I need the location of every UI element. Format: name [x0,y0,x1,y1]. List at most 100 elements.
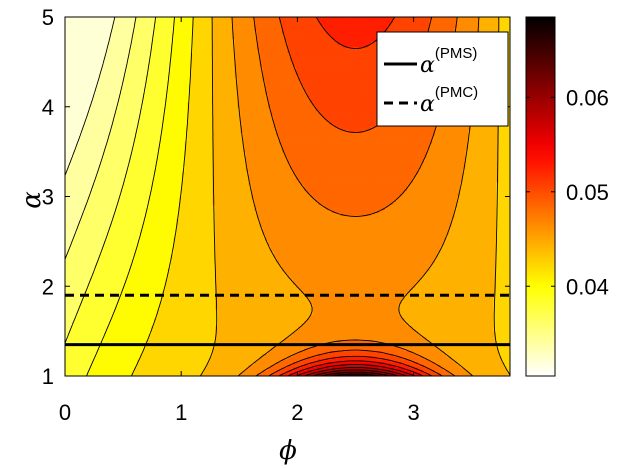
contour-cell [95,295,99,300]
contour-cell [92,326,97,330]
contour-cell [95,63,99,68]
contour-cell [106,232,111,236]
contour-cell [137,262,141,267]
contour-cell [98,69,102,73]
contour-cell [70,47,74,51]
contour-cell [106,102,111,106]
contour-cell [117,135,122,140]
contour-cell [145,132,150,137]
contour-cell [128,370,133,374]
contour-cell [117,28,122,32]
contour-cell [131,351,136,355]
contour-cell [90,119,94,123]
contour-cell [95,36,99,40]
contour-cell [73,130,77,134]
contour-cell [103,340,108,344]
contour-cell [117,202,122,206]
contour-cell [90,370,94,374]
contour-cell [140,215,144,220]
contour-cell [126,22,130,26]
contour-cell [154,155,158,159]
contour-cell [70,119,74,123]
contour-cell [112,74,116,79]
contour-cell [145,229,150,233]
contour-cell [159,284,163,289]
contour-cell [128,108,133,112]
contour-cell [73,83,77,87]
contour-cell [92,345,97,349]
contour-cell [156,152,161,156]
contour-cell [106,362,111,366]
contour-cell [67,171,72,176]
contour-cell [84,265,88,269]
contour-cell [78,74,83,79]
contour-cell [156,282,161,286]
contour-cell [98,177,102,181]
contour-cell [142,348,147,352]
contour-cell [98,226,102,231]
contour-cell [120,177,125,181]
contour-cell [109,282,113,286]
contour-cell [137,348,141,352]
contour-cell [162,144,166,148]
contour-cell [123,17,127,21]
contour-cell [106,287,111,291]
contour-cell [134,312,138,316]
contour-cell [134,113,138,118]
contour-cell [98,235,102,239]
contour-cell [76,215,80,220]
contour-cell [151,17,155,21]
contour-cell [78,315,83,319]
contour-cell [73,323,77,327]
contour-cell [126,268,130,272]
contour-cell [112,204,116,209]
contour-cell [103,130,108,134]
contour-cell [92,171,97,176]
contour-cell [123,260,127,264]
contour-cell [145,138,150,142]
contour-cell [126,265,130,269]
contour-cell [109,353,113,358]
contour-cell [106,138,111,142]
contour-cell [76,74,80,79]
contour-cell [123,124,127,129]
contour-cell [95,323,99,327]
contour-cell [98,80,102,84]
contour-cell [151,83,155,87]
contour-cell [81,348,86,352]
contour-cell [137,124,141,129]
contour-cell [162,224,166,228]
contour-cell [148,105,152,109]
contour-cell [98,97,102,101]
contour-cell [140,132,144,137]
contour-cell [103,337,108,341]
contour-cell [117,47,122,51]
contour-cell [70,193,74,198]
contour-cell [73,149,77,153]
contour-cell [95,135,99,140]
contour-cell [142,340,147,344]
contour-cell [151,141,155,145]
contour-cell [159,17,163,21]
contour-cell [78,359,83,363]
contour-cell [151,301,155,305]
contour-cell [148,171,152,176]
contour-cell [128,105,133,109]
contour-cell [156,251,161,256]
contour-cell [148,127,152,131]
contour-cell [101,218,105,222]
contour-cell [70,348,74,352]
contour-cell [137,370,141,374]
contour-cell [123,91,127,95]
contour-cell [117,213,122,217]
contour-cell [103,97,108,101]
contour-cell [145,182,150,187]
contour-cell [126,77,130,82]
contour-cell [126,257,130,261]
contour-cell [156,207,161,211]
contour-cell [145,33,150,37]
contour-cell [73,218,77,222]
contour-cell [140,326,144,330]
contour-cell [134,36,138,40]
contour-cell [70,39,74,43]
